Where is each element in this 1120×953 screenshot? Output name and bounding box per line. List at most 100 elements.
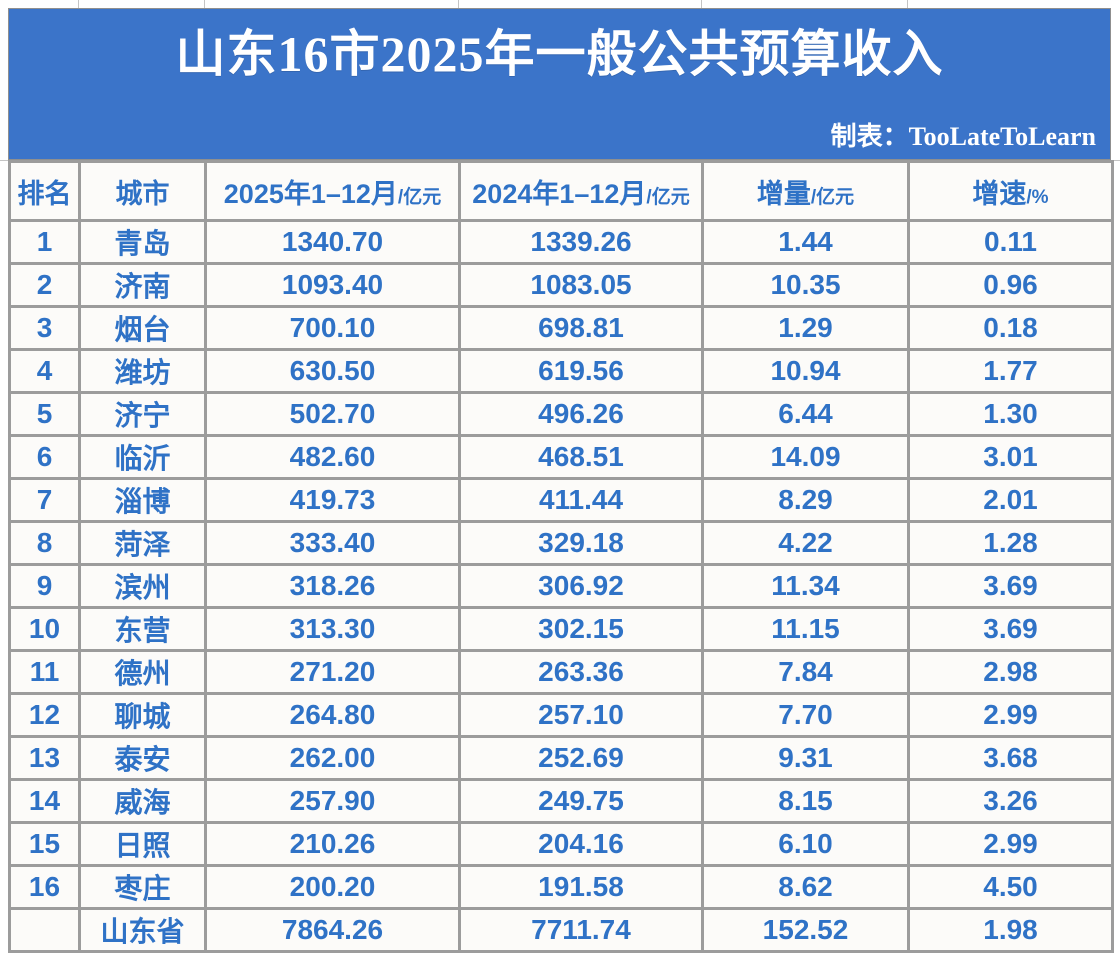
city-cell: 德州 bbox=[78, 649, 207, 695]
growth-cell: 0.11 bbox=[907, 219, 1114, 265]
city-cell: 菏泽 bbox=[78, 520, 207, 566]
column-header-label: 增量 bbox=[756, 178, 811, 209]
total-row: 山东省 7864.26 7711.74 152.52 1.98 bbox=[8, 907, 1114, 953]
value-2025-cell: 257.90 bbox=[204, 778, 461, 824]
delta-cell: 8.62 bbox=[701, 864, 910, 910]
city-cell: 山东省 bbox=[78, 907, 207, 953]
table-row: 5 济宁 502.70 496.26 6.44 1.30 bbox=[8, 391, 1114, 437]
title-banner: 山东16市2025年一般公共预算收入 制表：TooLateToLearn bbox=[8, 8, 1111, 160]
growth-cell: 2.98 bbox=[907, 649, 1114, 695]
delta-cell: 9.31 bbox=[701, 735, 910, 781]
table-row: 13 泰安 262.00 252.69 9.31 3.68 bbox=[8, 735, 1114, 781]
city-cell: 滨州 bbox=[78, 563, 207, 609]
rank-cell: 10 bbox=[8, 606, 81, 652]
value-2024-cell: 306.92 bbox=[458, 563, 704, 609]
city-cell: 淄博 bbox=[78, 477, 207, 523]
delta-cell: 4.22 bbox=[701, 520, 910, 566]
rank-cell: 3 bbox=[8, 305, 81, 351]
city-cell: 日照 bbox=[78, 821, 207, 867]
delta-cell: 152.52 bbox=[701, 907, 910, 953]
column-header-unit: /亿元 bbox=[810, 186, 855, 208]
value-2024-cell: 204.16 bbox=[458, 821, 704, 867]
credit-label: 制表：TooLateToLearn bbox=[830, 122, 1096, 151]
value-2024-cell: 1083.05 bbox=[458, 262, 704, 308]
table-row: 12 聊城 264.80 257.10 7.70 2.99 bbox=[8, 692, 1114, 738]
table-row: 16 枣庄 200.20 191.58 8.62 4.50 bbox=[8, 864, 1114, 910]
value-2025-cell: 200.20 bbox=[204, 864, 461, 910]
column-header-6: 增速/% bbox=[907, 160, 1114, 222]
value-2025-cell: 262.00 bbox=[204, 735, 461, 781]
gridline-tick bbox=[701, 0, 702, 8]
delta-cell: 10.94 bbox=[701, 348, 910, 394]
column-header-label: 城市 bbox=[115, 178, 170, 209]
rank-cell bbox=[8, 907, 81, 953]
table-row: 11 德州 271.20 263.36 7.84 2.98 bbox=[8, 649, 1114, 695]
value-2024-cell: 249.75 bbox=[458, 778, 704, 824]
column-header-2: 城市 bbox=[78, 160, 207, 222]
growth-cell: 1.77 bbox=[907, 348, 1114, 394]
table-row: 10 东营 313.30 302.15 11.15 3.69 bbox=[8, 606, 1114, 652]
city-cell: 青岛 bbox=[78, 219, 207, 265]
value-2024-cell: 698.81 bbox=[458, 305, 704, 351]
table-row: 4 潍坊 630.50 619.56 10.94 1.77 bbox=[8, 348, 1114, 394]
value-2024-cell: 1339.26 bbox=[458, 219, 704, 265]
growth-cell: 1.30 bbox=[907, 391, 1114, 437]
column-header-unit: /亿元 bbox=[397, 186, 442, 208]
delta-cell: 1.44 bbox=[701, 219, 910, 265]
column-header-label: 排名 bbox=[17, 178, 72, 209]
city-cell: 济宁 bbox=[78, 391, 207, 437]
rank-cell: 15 bbox=[8, 821, 81, 867]
delta-cell: 14.09 bbox=[701, 434, 910, 480]
rank-cell: 16 bbox=[8, 864, 81, 910]
city-cell: 聊城 bbox=[78, 692, 207, 738]
growth-cell: 0.18 bbox=[907, 305, 1114, 351]
delta-cell: 6.10 bbox=[701, 821, 910, 867]
value-2025-cell: 482.60 bbox=[204, 434, 461, 480]
column-header-3: 2025年1–12月/亿元 bbox=[204, 160, 461, 222]
value-2024-cell: 619.56 bbox=[458, 348, 704, 394]
value-2024-cell: 191.58 bbox=[458, 864, 704, 910]
header-row: 排名 城市 2025年1–12月/亿元 2024年1–12月/亿元 增量/亿元 增速/% bbox=[8, 160, 1114, 222]
value-2025-cell: 264.80 bbox=[204, 692, 461, 738]
column-header-5: 增量/亿元 bbox=[701, 160, 910, 222]
gridline-tick bbox=[204, 0, 205, 8]
gridline-tick bbox=[907, 0, 908, 8]
rank-cell: 4 bbox=[8, 348, 81, 394]
growth-cell: 2.99 bbox=[907, 821, 1114, 867]
delta-cell: 6.44 bbox=[701, 391, 910, 437]
rank-cell: 7 bbox=[8, 477, 81, 523]
delta-cell: 7.84 bbox=[701, 649, 910, 695]
value-2025-cell: 419.73 bbox=[204, 477, 461, 523]
table-row: 9 滨州 318.26 306.92 11.34 3.69 bbox=[8, 563, 1114, 609]
gridline-tick bbox=[0, 160, 8, 161]
value-2024-cell: 252.69 bbox=[458, 735, 704, 781]
rank-cell: 13 bbox=[8, 735, 81, 781]
rank-cell: 1 bbox=[8, 219, 81, 265]
growth-cell: 3.01 bbox=[907, 434, 1114, 480]
growth-cell: 1.28 bbox=[907, 520, 1114, 566]
column-header-label: 增速 bbox=[972, 178, 1027, 209]
table-header: 排名 城市 2025年1–12月/亿元 2024年1–12月/亿元 增量/亿元 增速/% bbox=[8, 160, 1114, 222]
column-header-1: 排名 bbox=[8, 160, 81, 222]
delta-cell: 10.35 bbox=[701, 262, 910, 308]
gridline-tick bbox=[458, 0, 459, 8]
rank-cell: 2 bbox=[8, 262, 81, 308]
value-2024-cell: 329.18 bbox=[458, 520, 704, 566]
delta-cell: 11.15 bbox=[701, 606, 910, 652]
growth-cell: 3.26 bbox=[907, 778, 1114, 824]
rank-cell: 6 bbox=[8, 434, 81, 480]
table-body: 1 青岛 1340.70 1339.26 1.44 0.11 2 济南 1093.40 1083.… bbox=[8, 219, 1114, 953]
value-2024-cell: 7711.74 bbox=[458, 907, 704, 953]
growth-cell: 2.99 bbox=[907, 692, 1114, 738]
value-2025-cell: 7864.26 bbox=[204, 907, 461, 953]
table-row: 8 菏泽 333.40 329.18 4.22 1.28 bbox=[8, 520, 1114, 566]
value-2025-cell: 313.30 bbox=[204, 606, 461, 652]
city-cell: 济南 bbox=[78, 262, 207, 308]
growth-cell: 4.50 bbox=[907, 864, 1114, 910]
rank-cell: 12 bbox=[8, 692, 81, 738]
value-2025-cell: 210.26 bbox=[204, 821, 461, 867]
city-cell: 枣庄 bbox=[78, 864, 207, 910]
revenue-table: 排名 城市 2025年1–12月/亿元 2024年1–12月/亿元 增量/亿元 增速/% … bbox=[8, 160, 1114, 953]
value-2025-cell: 1340.70 bbox=[204, 219, 461, 265]
